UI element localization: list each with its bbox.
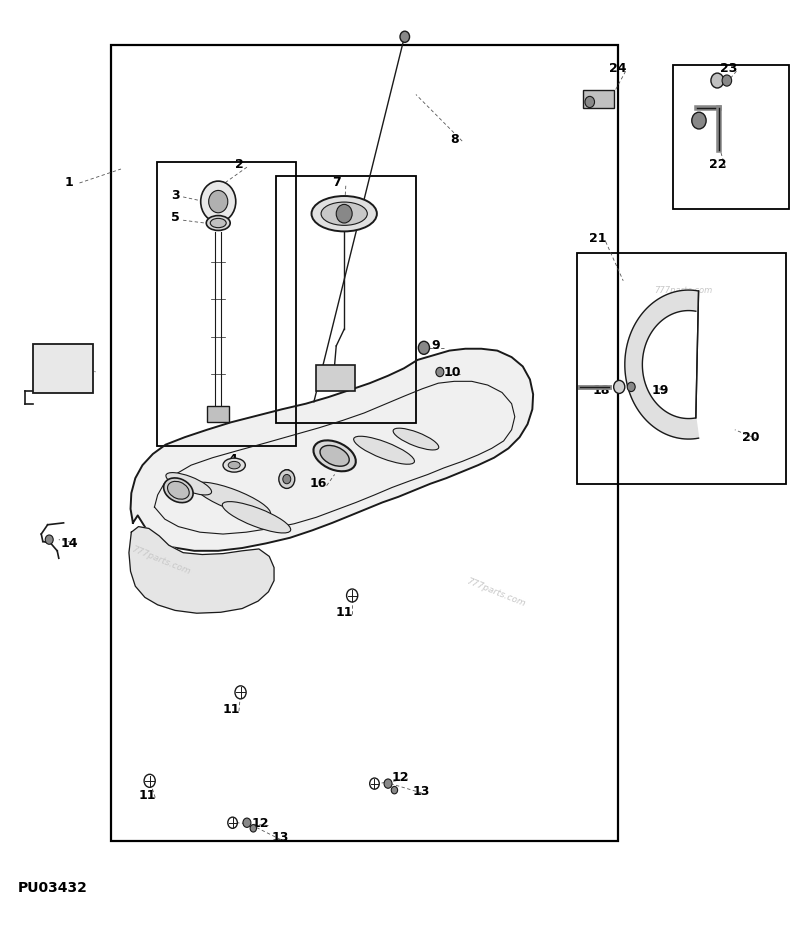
Bar [277, 177, 416, 423]
Circle shape [614, 380, 625, 393]
Ellipse shape [228, 461, 240, 469]
Text: 6: 6 [281, 468, 290, 481]
Text: 22: 22 [709, 158, 726, 171]
Text: 16: 16 [310, 477, 327, 490]
Circle shape [346, 589, 358, 602]
Circle shape [711, 73, 724, 88]
Text: 2: 2 [234, 158, 243, 171]
Ellipse shape [354, 436, 414, 464]
Circle shape [436, 367, 444, 376]
Text: 13: 13 [413, 785, 430, 798]
Text: 12: 12 [391, 771, 409, 784]
Text: 10: 10 [443, 365, 461, 378]
Ellipse shape [321, 202, 367, 225]
Text: 24: 24 [609, 62, 626, 75]
Text: PU03432: PU03432 [18, 881, 87, 895]
Text: 7: 7 [332, 177, 341, 190]
Circle shape [418, 341, 430, 354]
Text: 20: 20 [742, 431, 759, 444]
Circle shape [391, 786, 398, 794]
Circle shape [201, 181, 236, 222]
Circle shape [250, 825, 257, 832]
Ellipse shape [222, 502, 290, 533]
Circle shape [243, 818, 251, 828]
Circle shape [384, 779, 392, 788]
Text: 4: 4 [228, 453, 237, 466]
Text: 18: 18 [592, 384, 610, 397]
Circle shape [279, 470, 294, 488]
Circle shape [627, 382, 635, 391]
Circle shape [209, 191, 228, 213]
Text: 21: 21 [589, 233, 606, 246]
Circle shape [692, 112, 706, 129]
Text: 11: 11 [335, 606, 353, 618]
Circle shape [400, 31, 410, 42]
Circle shape [722, 75, 732, 86]
Text: 23: 23 [720, 62, 737, 75]
Ellipse shape [314, 440, 356, 472]
Ellipse shape [164, 478, 193, 502]
Text: 777parts.com: 777parts.com [465, 577, 526, 609]
Ellipse shape [206, 216, 230, 231]
Bar [157, 162, 296, 446]
Text: 14: 14 [61, 537, 78, 550]
Bar [34, 344, 93, 392]
Circle shape [585, 96, 594, 107]
Text: 13: 13 [272, 831, 289, 844]
Bar [207, 405, 230, 422]
Text: 19: 19 [651, 384, 669, 397]
Circle shape [283, 474, 290, 484]
Ellipse shape [167, 481, 190, 499]
Circle shape [228, 817, 238, 828]
Ellipse shape [166, 473, 211, 495]
Text: 3: 3 [171, 189, 179, 202]
Bar [674, 64, 789, 209]
Circle shape [370, 778, 379, 789]
Text: 12: 12 [252, 817, 270, 830]
Text: 15: 15 [64, 350, 82, 363]
Text: 777parts.com: 777parts.com [130, 545, 191, 576]
Text: 777parts.com: 777parts.com [654, 286, 712, 294]
Text: 11: 11 [138, 789, 156, 802]
Text: 5: 5 [171, 211, 179, 224]
Circle shape [235, 686, 246, 699]
Text: 9: 9 [431, 339, 440, 352]
Text: 8: 8 [450, 133, 458, 146]
Circle shape [144, 774, 155, 787]
Polygon shape [130, 348, 533, 551]
Ellipse shape [194, 482, 270, 517]
Ellipse shape [210, 219, 226, 228]
Ellipse shape [311, 196, 377, 232]
Bar [111, 45, 618, 842]
Text: 17: 17 [630, 384, 648, 397]
Polygon shape [129, 527, 274, 614]
Ellipse shape [223, 459, 246, 472]
Text: 11: 11 [222, 702, 240, 715]
Circle shape [46, 535, 54, 545]
Bar [316, 364, 354, 390]
Ellipse shape [320, 446, 350, 466]
Polygon shape [625, 290, 698, 439]
Bar [583, 90, 614, 108]
Bar [577, 253, 786, 484]
Circle shape [336, 205, 352, 223]
Ellipse shape [393, 428, 438, 450]
Text: 1: 1 [65, 177, 74, 190]
